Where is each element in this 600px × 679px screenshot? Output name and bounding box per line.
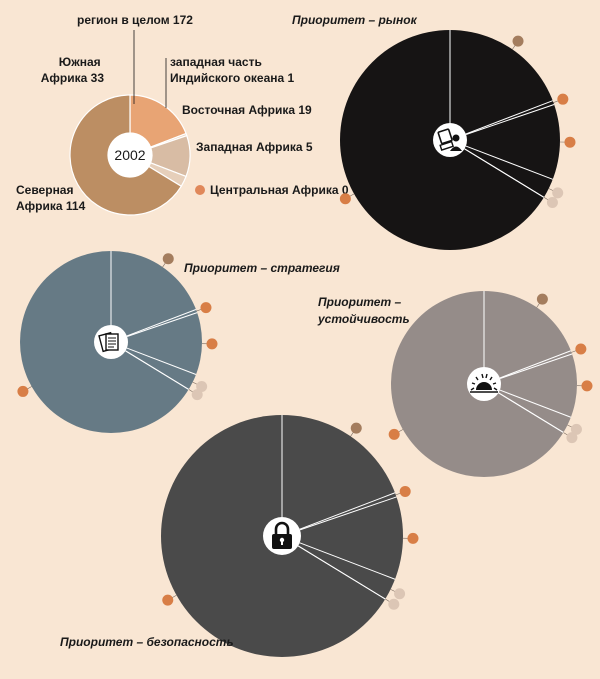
central-africa-marker — [195, 185, 205, 195]
donut-hole — [108, 133, 152, 177]
pie-market-marker-dot-2 — [564, 136, 576, 148]
pie-security-marker-dot-0 — [350, 422, 362, 434]
documents-icon — [94, 325, 128, 359]
pie-sustain-divider-3 — [499, 389, 572, 418]
pie-security-divider-3 — [299, 542, 396, 580]
label-south-africa-line2: Африка 33 — [41, 71, 105, 85]
pie-strategy-marker-dot-3 — [196, 381, 208, 393]
pie-market-divider-2 — [465, 104, 555, 135]
label-south-africa: Южная Африка 33 — [41, 55, 105, 85]
label-north-africa-line1: Северная — [16, 183, 74, 197]
donut-labels: регион в целом 172 Южная Африка 33 запад… — [16, 13, 349, 213]
pie-security-divider-5 — [297, 545, 386, 600]
pie-strategy-marker-dot-1 — [200, 302, 212, 314]
pie-market-marker-dot-5 — [339, 193, 351, 205]
security-pie-title: Приоритет – безопасность — [60, 635, 234, 649]
pie-sustain-divider-2 — [499, 353, 573, 379]
pie-sustain-marker-dot-0 — [536, 293, 548, 305]
strategy-pie-title: Приоритет – стратегия — [184, 261, 340, 275]
donut-title: регион в целом 172 — [77, 13, 193, 27]
pie-market-divider-3 — [465, 145, 553, 180]
pie-strategy-divider-1 — [126, 309, 197, 337]
pie-market-divider-5 — [464, 148, 545, 198]
sunrise-icon — [467, 367, 501, 401]
pie-sustain-divider-5 — [498, 392, 564, 433]
pie-market-divider-1 — [465, 100, 553, 135]
pie-market-marker-dot-1 — [557, 93, 569, 105]
pie-sustain-marker-dot-2 — [581, 380, 593, 392]
label-west-africa: Западная Африка 5 — [196, 140, 313, 154]
pie-security-marker-dot-2 — [407, 532, 419, 544]
label-north-africa: Северная Африка 114 — [16, 183, 86, 213]
pie-sustain-marker-dot-5 — [388, 428, 400, 440]
pie-security-marker-dot-5 — [162, 594, 174, 606]
pie-strategy-marker-dot-5 — [17, 385, 29, 397]
pie-security-marker-dot-4 — [388, 598, 400, 610]
pie-sustain-divider-1 — [499, 350, 572, 379]
label-south-africa-line1: Южная — [59, 55, 101, 69]
pie-strategy-marker-dot-0 — [162, 253, 174, 265]
pie-strategy-divider-5 — [125, 350, 189, 390]
padlock-icon — [263, 517, 301, 555]
pie-security-marker-dot-3 — [394, 588, 406, 600]
pie-sustain-marker-dot-4 — [566, 432, 578, 444]
label-central-africa: Центральная Африка 0 — [210, 183, 349, 197]
pie-security-divider-2 — [299, 496, 397, 531]
pie-strategy-divider-2 — [126, 312, 198, 337]
sustainability-pie-title-line1: Приоритет – — [318, 295, 401, 309]
pie-security-divider-1 — [299, 492, 396, 530]
pie-strategy-marker-dot-2 — [206, 338, 218, 350]
pie-market-marker-dot-0 — [512, 35, 524, 47]
label-west-indian-ocean: западная часть Индийского океана 1 — [170, 55, 295, 85]
label-west-indian-ocean-line1: западная часть — [170, 55, 262, 69]
sustainability-pie-title-line2: устойчивость — [317, 312, 410, 326]
region-donut-chart: 2002 — [69, 94, 191, 216]
market-pie-title: Приоритет – рынок — [292, 13, 418, 27]
donut-center-label: 2002 — [114, 147, 145, 163]
pie-market-marker-dot-3 — [552, 187, 564, 199]
pie-strategy-divider-3 — [126, 347, 197, 375]
pie-market-marker-dot-4 — [546, 197, 558, 209]
computer-user-icon — [433, 123, 467, 157]
pie-security-marker-dot-1 — [399, 485, 411, 497]
pie-sustain-marker-dot-1 — [575, 343, 587, 355]
pie-strategy-marker-dot-4 — [191, 389, 203, 401]
pie-sustain-marker-dot-3 — [570, 423, 582, 435]
label-east-africa: Восточная Африка 19 — [182, 103, 312, 117]
label-north-africa-line2: Африка 114 — [16, 199, 86, 213]
label-west-indian-ocean-line2: Индийского океана 1 — [170, 71, 295, 85]
